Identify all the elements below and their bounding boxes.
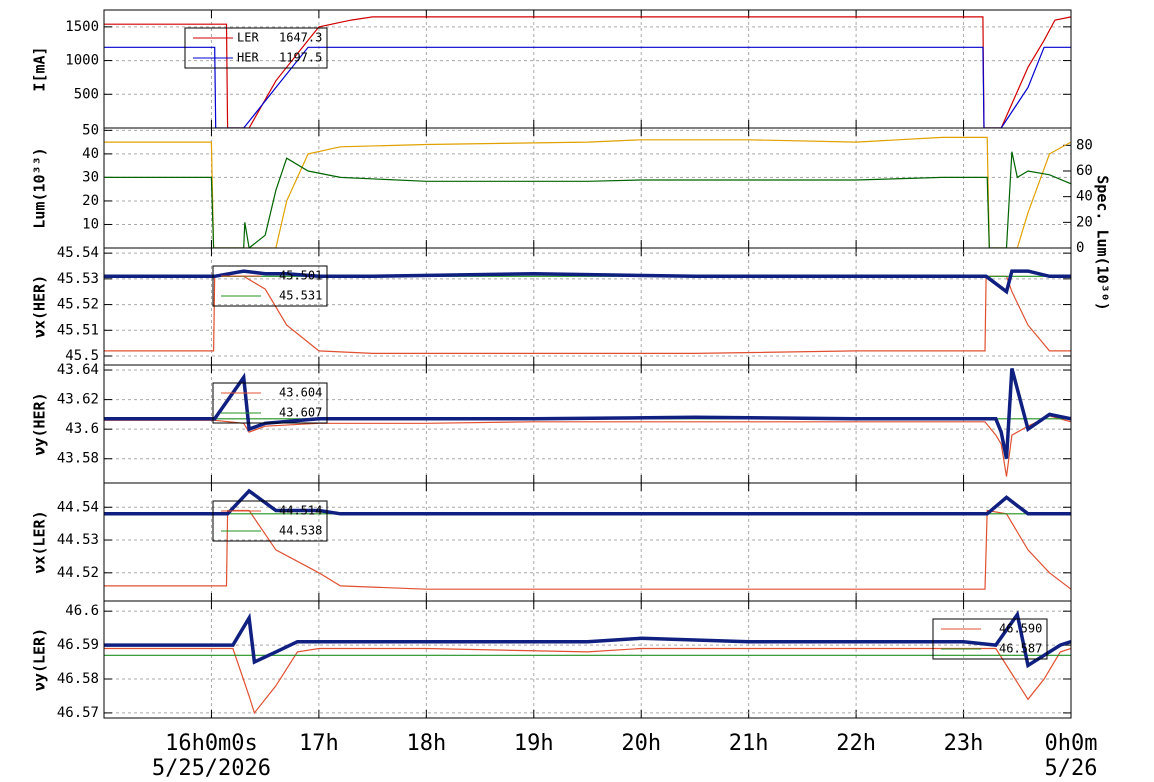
y-tick-label: 44.52 xyxy=(57,565,99,581)
x-tick-label: 21h xyxy=(729,731,769,756)
x-tick-label: 18h xyxy=(406,731,446,756)
y-tick-label: 20 xyxy=(82,193,99,209)
y-tick-label: 43.62 xyxy=(57,392,99,408)
y-tick-label: 43.64 xyxy=(57,362,99,378)
y-tick-label: 1500 xyxy=(65,19,99,35)
x-date-label: 5/26 xyxy=(1045,756,1098,781)
y-tick-label: 45.52 xyxy=(57,297,99,313)
series-line xyxy=(104,647,1071,715)
y-tick-label: 1000 xyxy=(65,53,99,69)
legend-value: 43.604 xyxy=(279,386,322,400)
legend-box xyxy=(212,382,328,424)
legend: 45.501 45.531 xyxy=(212,265,328,307)
measured-line xyxy=(104,368,1071,460)
y-axis-label: I[mA] xyxy=(31,46,49,91)
x-tick-label: 20h xyxy=(621,731,661,756)
legend-name: HER xyxy=(237,51,259,65)
legend: 43.604 43.607 xyxy=(212,382,328,424)
y-axis-label: νx(LER) xyxy=(31,510,49,573)
y2-tick-label: 80 xyxy=(1076,137,1093,153)
series-line xyxy=(104,275,1071,354)
y-tick-label: 45.53 xyxy=(57,271,99,287)
y-axis-label: νx(HER) xyxy=(31,275,49,338)
y-tick-label: 45.54 xyxy=(57,245,99,261)
measured-line xyxy=(104,488,1071,516)
y-tick-label: 43.6 xyxy=(65,421,99,437)
legend-value: 44.538 xyxy=(279,524,322,538)
plot xyxy=(104,610,1071,715)
y-tick-label: 30 xyxy=(82,169,99,185)
x-tick-label: 22h xyxy=(836,731,876,756)
x-date-label: 5/25/2026 xyxy=(152,756,271,781)
measured-line xyxy=(104,610,1071,669)
x-tick-label: 16h0m0s xyxy=(165,731,258,756)
y-tick-label: 44.54 xyxy=(57,499,99,515)
legend-value: 46.590 xyxy=(999,622,1042,636)
legend-value: 45.531 xyxy=(279,289,322,303)
legend-box xyxy=(212,265,328,307)
series-line xyxy=(104,46,1071,128)
legend-value: 1647.3 xyxy=(279,31,322,45)
series-line xyxy=(104,509,1071,590)
legend-value: 1197.5 xyxy=(279,51,322,65)
legend-value: 43.607 xyxy=(279,406,322,420)
y-axis-label: νy(LER) xyxy=(31,628,49,691)
legend-box xyxy=(932,618,1048,660)
plot xyxy=(104,269,1071,354)
y2-tick-label: 20 xyxy=(1076,214,1093,230)
y2-tick-label: 60 xyxy=(1076,163,1093,179)
y-tick-label: 45.51 xyxy=(57,322,99,338)
y-tick-label: 46.6 xyxy=(65,603,99,619)
x-tick-label: 19h xyxy=(514,731,554,756)
x-tick-label: 17h xyxy=(299,731,339,756)
y-tick-label: 45.5 xyxy=(65,348,99,364)
y2-tick-label: 40 xyxy=(1076,189,1093,205)
plot xyxy=(104,16,1071,128)
measured-line xyxy=(104,269,1071,295)
legend-value: 44.514 xyxy=(279,504,322,518)
y-tick-label: 44.53 xyxy=(57,532,99,548)
legend-value: 45.501 xyxy=(279,269,322,283)
y2-tick-label: 0 xyxy=(1076,240,1084,256)
panel-frame xyxy=(103,600,1072,719)
plot xyxy=(104,136,1071,248)
series-line xyxy=(104,151,1071,248)
y-tick-label: 50 xyxy=(82,122,99,138)
y-tick-label: 46.57 xyxy=(57,705,99,721)
legend: 46.590 46.587 xyxy=(932,618,1048,660)
panel-frame xyxy=(103,127,1072,249)
y-tick-label: 46.58 xyxy=(57,671,99,687)
y-tick-label: 46.59 xyxy=(57,637,99,653)
y2-axis-label: Spec. Lum(10³⁰) xyxy=(1094,175,1112,310)
y-axis-label: Lum(10³³) xyxy=(31,147,49,228)
y-tick-label: 10 xyxy=(82,216,99,232)
legend: LER 1647.3 HER 1197.5 xyxy=(184,27,328,69)
series-line xyxy=(104,16,1071,128)
legend-box xyxy=(184,27,328,69)
y-tick-label: 43.58 xyxy=(57,451,99,467)
legend: 44.514 44.538 xyxy=(212,500,328,542)
legend-name: LER xyxy=(237,31,259,45)
legend-box xyxy=(212,500,328,542)
x-tick-label: 0h0m xyxy=(1045,731,1098,756)
y-tick-label: 40 xyxy=(82,146,99,162)
x-tick-label: 23h xyxy=(944,731,984,756)
series-line xyxy=(104,136,1071,248)
y-tick-label: 500 xyxy=(74,86,99,102)
legend-value: 46.587 xyxy=(999,642,1042,656)
y-axis-label: νy(HER) xyxy=(31,392,49,455)
